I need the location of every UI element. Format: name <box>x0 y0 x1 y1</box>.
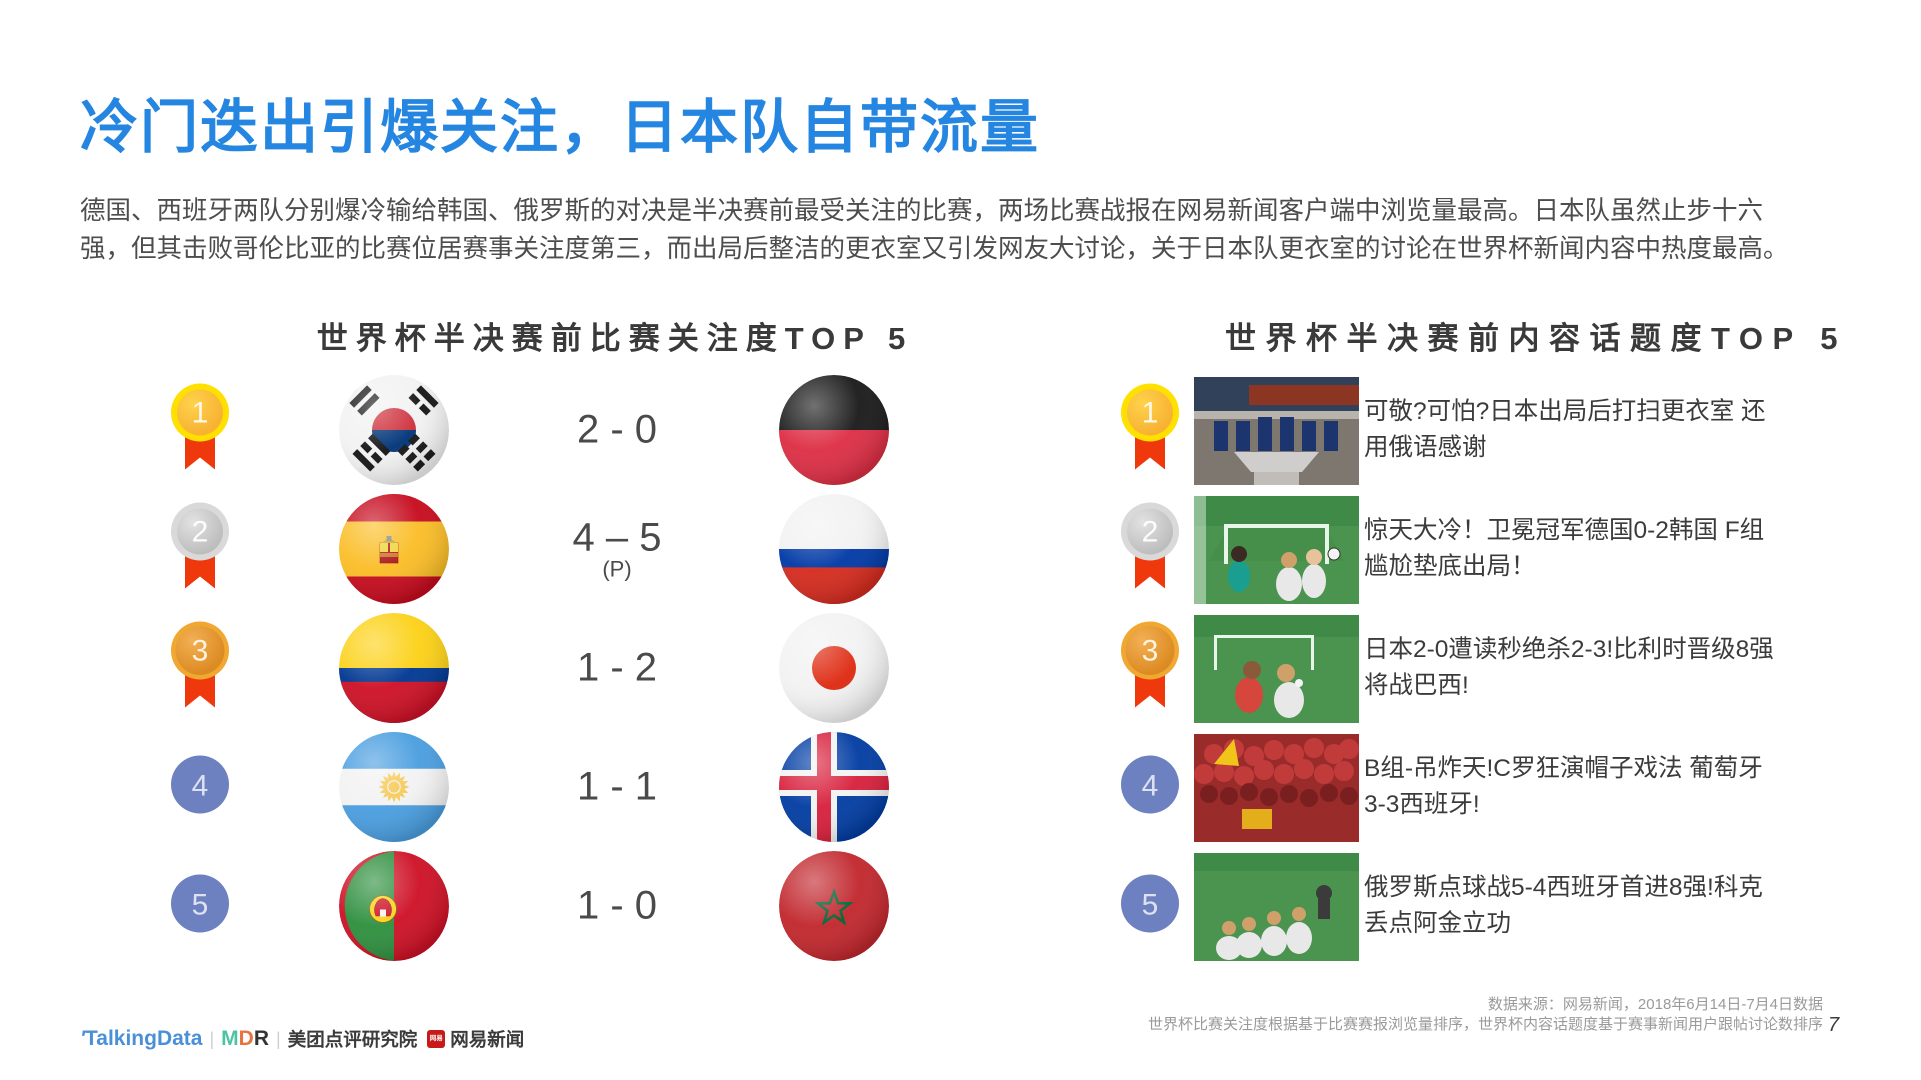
svg-text:5: 5 <box>192 889 209 922</box>
svg-text:4: 4 <box>192 770 209 803</box>
svg-text:2: 2 <box>192 516 209 549</box>
svg-text:2: 2 <box>1142 516 1159 549</box>
svg-text:4: 4 <box>1142 770 1159 803</box>
svg-text:1: 1 <box>1142 397 1159 430</box>
svg-text:1: 1 <box>192 397 209 430</box>
svg-text:5: 5 <box>1142 889 1159 922</box>
svg-text:3: 3 <box>192 635 209 668</box>
svg-text:3: 3 <box>1142 635 1159 668</box>
